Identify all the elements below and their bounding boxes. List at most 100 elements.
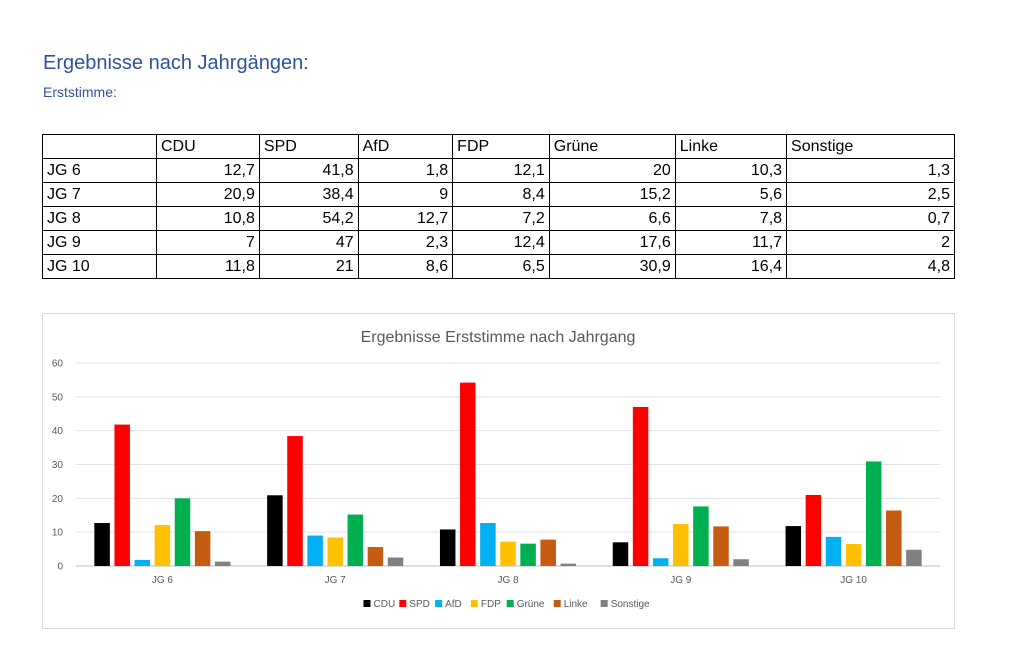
table-cell: 41,8 — [258, 158, 359, 183]
table-cell: 1,8 — [357, 158, 454, 183]
legend-swatch-cdu — [363, 600, 371, 607]
y-tick-label: 50 — [52, 392, 64, 403]
table-cell: 15,2 — [548, 182, 676, 207]
column-header-cdu: CDU — [156, 134, 260, 159]
table-cell: 10,8 — [156, 206, 260, 231]
bar-grüne — [174, 498, 191, 566]
table-cell: 7 — [156, 230, 260, 255]
legend-swatch-fdp — [470, 600, 478, 607]
legend-label: Sonstige — [611, 599, 650, 610]
bar-fdp — [500, 541, 516, 566]
bar-cdu — [94, 523, 110, 566]
table-row: JG 6 12,7 41,8 1,8 12,1 20 10,3 1,3 — [42, 158, 955, 183]
bar-grüne — [347, 514, 364, 566]
table-cell: 54,2 — [258, 206, 359, 231]
bar-afd — [134, 559, 151, 566]
table-row: JG 8 10,8 54,2 12,7 7,2 6,6 7,8 0,7 — [42, 206, 955, 231]
chart-title: Ergebnisse Erststimme nach Jahrgang — [361, 329, 636, 346]
bar-linke — [194, 531, 211, 566]
row-label: JG 8 — [42, 206, 157, 231]
bar-fdp — [327, 537, 343, 566]
bar-grüne — [693, 506, 709, 566]
table-cell: 2,3 — [357, 230, 454, 255]
legend-swatch-grüne — [506, 600, 514, 607]
table-cell: 6,6 — [548, 206, 676, 231]
bar-fdp — [845, 544, 862, 566]
table-cell: 38,4 — [258, 182, 359, 207]
bar-spd — [805, 494, 822, 566]
table-cell: 12,7 — [357, 206, 454, 231]
bar-spd — [632, 406, 649, 566]
column-header-fdp: FDP — [452, 134, 550, 159]
table-cell: 5,6 — [674, 182, 788, 207]
x-tick-label: JG 10 — [840, 575, 867, 586]
table-cell: 20,9 — [156, 182, 260, 207]
table-cell: 11,8 — [156, 254, 260, 279]
table-cell: 0,7 — [786, 206, 955, 231]
legend-swatch-sonstige — [600, 600, 608, 607]
y-tick-label: 40 — [52, 426, 64, 437]
y-tick-label: 60 — [52, 359, 64, 370]
page-subheading: Erststimme: — [43, 84, 117, 100]
bar-sonstige — [906, 549, 922, 566]
row-label: JG 6 — [42, 158, 157, 183]
x-tick-label: JG 8 — [497, 575, 519, 586]
legend-swatch-afd — [435, 600, 443, 607]
table-cell: 12,7 — [156, 158, 260, 183]
bar-cdu — [612, 542, 629, 566]
table-cell: 7,2 — [452, 206, 550, 231]
table-cell: 7,8 — [674, 206, 788, 231]
x-tick-label: JG 6 — [152, 575, 174, 586]
bar-chart: Ergebnisse Erststimme nach Jahrgang 0 10 20… — [52, 329, 940, 610]
results-table: CDU SPD AfD FDP Grüne Linke Sonstige JG … — [42, 134, 955, 279]
bar-sonstige — [387, 557, 404, 566]
table-cell: 6,5 — [452, 254, 550, 279]
y-tick-label: 30 — [52, 460, 64, 471]
legend-label: SPD — [409, 599, 430, 610]
table-cell: 2,5 — [786, 182, 955, 207]
bar-cdu — [267, 495, 283, 566]
bar-afd — [480, 523, 496, 566]
table-cell: 11,7 — [674, 230, 788, 255]
table-cell: 1,3 — [786, 158, 955, 183]
table-cell: 8,4 — [452, 182, 550, 207]
row-label: JG 7 — [42, 182, 157, 207]
bar-linke — [886, 510, 902, 566]
y-tick-label: 10 — [52, 528, 64, 539]
bar-afd — [825, 536, 842, 566]
legend-label: Linke — [564, 599, 588, 610]
table-cell: 8,6 — [357, 254, 454, 279]
table-cell: 9 — [357, 182, 454, 207]
bar-grüne — [520, 543, 536, 566]
column-header-afd: AfD — [357, 134, 454, 159]
table-header-row: CDU SPD AfD FDP Grüne Linke Sonstige — [42, 134, 955, 159]
bar-spd — [287, 436, 303, 566]
bar-fdp — [673, 524, 689, 566]
legend-label: AfD — [445, 599, 462, 610]
table-cell: 2 — [786, 230, 955, 255]
table-cell: 10,3 — [674, 158, 788, 183]
bar-afd — [307, 535, 323, 566]
column-header-spd: SPD — [258, 134, 359, 159]
row-label: JG 9 — [42, 230, 157, 255]
table-cell: 30,9 — [548, 254, 676, 279]
bar-cdu — [785, 526, 802, 566]
legend-label: FDP — [481, 599, 501, 610]
bar-afd — [652, 558, 669, 566]
legend-label: CDU — [374, 599, 396, 610]
bar-sonstige — [214, 561, 231, 566]
page-heading: Ergebnisse nach Jahrgängen: — [43, 52, 309, 74]
table-cell: 20 — [548, 158, 676, 183]
chart-container: Ergebnisse Erststimme nach Jahrgang 0 10 20… — [42, 313, 955, 629]
bar-sonstige — [560, 563, 577, 566]
table-row: JG 10 11,8 21 8,6 6,5 30,9 16,4 4,8 — [42, 254, 955, 279]
bar-cdu — [439, 529, 456, 566]
bar-fdp — [154, 525, 171, 566]
table-row: JG 7 20,9 38,4 9 8,4 15,2 5,6 2,5 — [42, 182, 955, 207]
table-cell: 4,8 — [786, 254, 955, 279]
legend-swatch-spd — [399, 600, 407, 607]
y-tick-label: 0 — [57, 562, 63, 573]
x-tick-label: JG 7 — [325, 575, 347, 586]
table-cell: 17,6 — [548, 230, 676, 255]
column-header — [42, 134, 157, 159]
